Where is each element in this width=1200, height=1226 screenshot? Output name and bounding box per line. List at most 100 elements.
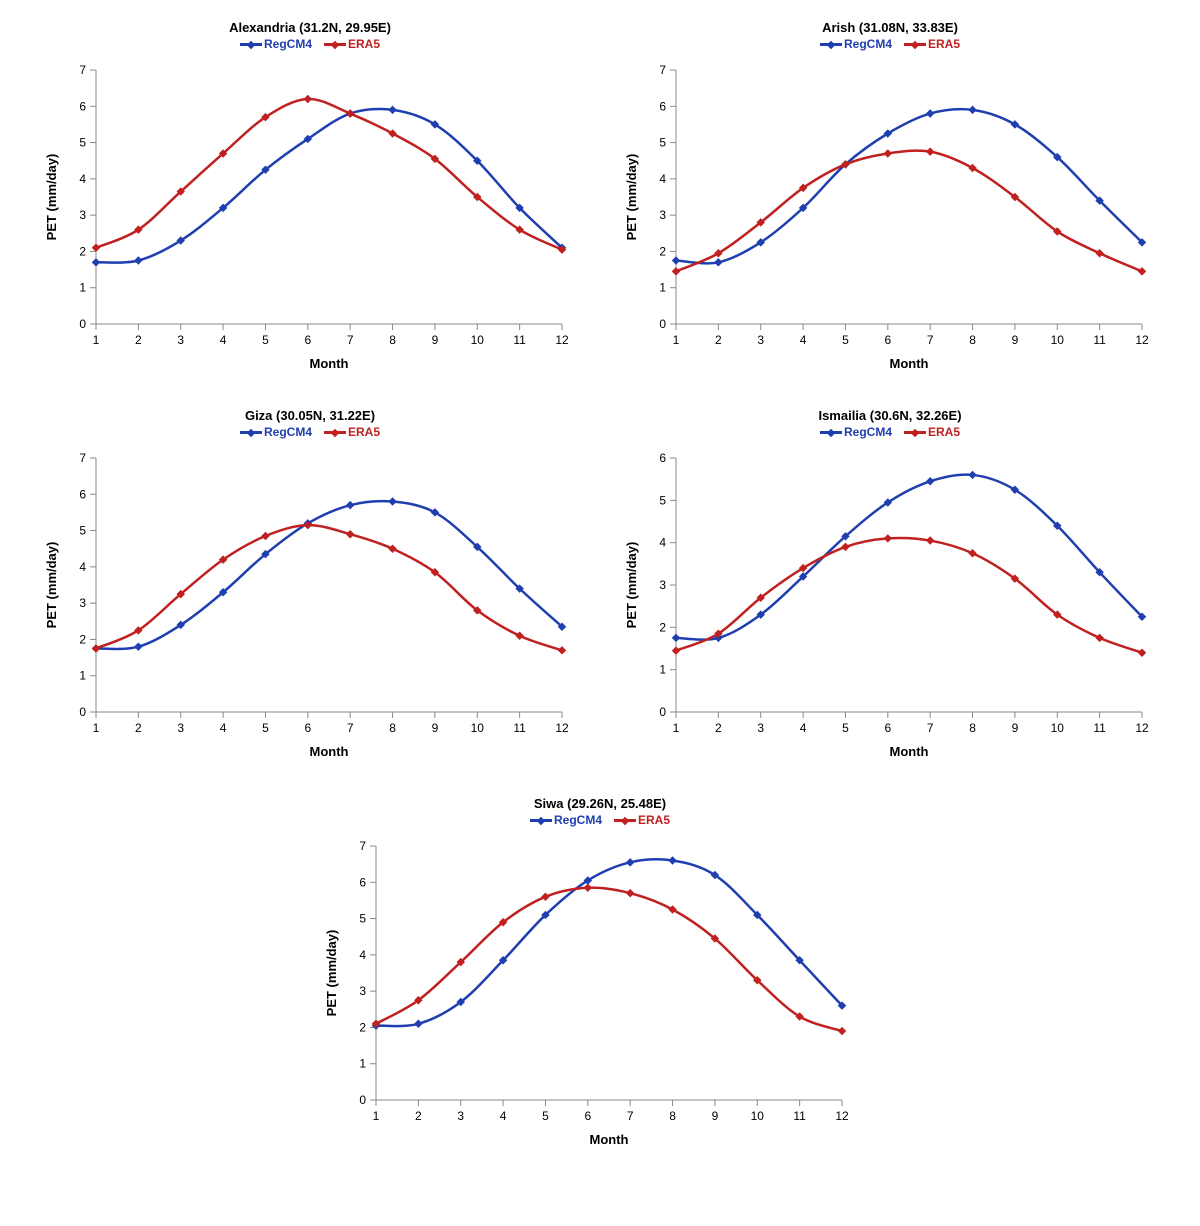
- legend-marker-icon: [324, 427, 346, 437]
- svg-text:6: 6: [79, 487, 86, 501]
- chart-title: Arish (31.08N, 33.83E): [620, 20, 1160, 35]
- legend-item-era5: ERA5: [324, 425, 380, 439]
- legend-item-era5: ERA5: [904, 425, 960, 439]
- svg-text:1: 1: [93, 333, 100, 347]
- svg-text:6: 6: [584, 1109, 591, 1123]
- svg-text:8: 8: [669, 1109, 676, 1123]
- chart-svg: 01234567123456789101112MonthPET (mm/day): [320, 834, 860, 1154]
- svg-text:1: 1: [673, 333, 680, 347]
- series-marker-era5: [584, 883, 592, 891]
- svg-text:5: 5: [842, 721, 849, 735]
- svg-text:6: 6: [659, 451, 666, 465]
- svg-text:6: 6: [884, 333, 891, 347]
- series-line-regcm4: [676, 475, 1142, 640]
- series-line-era5: [96, 525, 562, 650]
- svg-text:9: 9: [712, 1109, 719, 1123]
- svg-text:11: 11: [1093, 721, 1106, 735]
- series-marker-regcm4: [92, 258, 100, 266]
- series-line-regcm4: [376, 859, 842, 1026]
- series-marker-era5: [841, 543, 849, 551]
- legend-item-era5: ERA5: [904, 37, 960, 51]
- series-marker-regcm4: [926, 477, 934, 485]
- svg-text:1: 1: [79, 281, 86, 295]
- svg-text:Month: Month: [890, 356, 929, 371]
- series-marker-regcm4: [388, 106, 396, 114]
- series-marker-regcm4: [626, 858, 634, 866]
- legend-label: RegCM4: [844, 425, 892, 439]
- legend-label: ERA5: [348, 37, 380, 51]
- svg-text:7: 7: [927, 721, 934, 735]
- series-marker-era5: [304, 95, 312, 103]
- series-marker-era5: [672, 646, 680, 654]
- svg-text:3: 3: [757, 721, 764, 735]
- chart-svg: 01234567123456789101112MonthPET (mm/day): [40, 446, 580, 766]
- legend-label: ERA5: [348, 425, 380, 439]
- svg-text:3: 3: [359, 984, 366, 998]
- legend-marker-icon: [904, 427, 926, 437]
- svg-text:10: 10: [471, 721, 485, 735]
- svg-text:12: 12: [1135, 333, 1149, 347]
- series-line-regcm4: [96, 501, 562, 649]
- svg-text:10: 10: [1051, 721, 1065, 735]
- svg-text:10: 10: [751, 1109, 765, 1123]
- chart-svg: 0123456123456789101112MonthPET (mm/day): [620, 446, 1160, 766]
- series-marker-era5: [672, 267, 680, 275]
- svg-text:2: 2: [715, 333, 722, 347]
- series-marker-era5: [1138, 648, 1146, 656]
- chart-legend: RegCM4 ERA5: [40, 425, 580, 440]
- series-line-era5: [96, 99, 562, 250]
- legend-item-regcm4: RegCM4: [820, 37, 892, 51]
- svg-text:6: 6: [659, 99, 666, 113]
- svg-text:7: 7: [79, 451, 86, 465]
- chart-svg: 01234567123456789101112MonthPET (mm/day): [620, 58, 1160, 378]
- series-marker-era5: [346, 530, 354, 538]
- svg-text:8: 8: [969, 333, 976, 347]
- svg-text:5: 5: [659, 136, 666, 150]
- chart-arish: Arish (31.08N, 33.83E) RegCM4 ERA5 01234…: [620, 20, 1160, 378]
- svg-text:0: 0: [659, 705, 666, 719]
- svg-text:7: 7: [347, 721, 354, 735]
- series-marker-era5: [1138, 267, 1146, 275]
- series-marker-era5: [926, 536, 934, 544]
- svg-text:11: 11: [793, 1109, 806, 1123]
- svg-text:PET (mm/day): PET (mm/day): [44, 154, 59, 241]
- svg-text:6: 6: [884, 721, 891, 735]
- legend-item-regcm4: RegCM4: [530, 813, 602, 827]
- svg-text:4: 4: [220, 333, 227, 347]
- svg-text:4: 4: [659, 536, 666, 550]
- chart-title: Alexandria (31.2N, 29.95E): [40, 20, 580, 35]
- chart-legend: RegCM4 ERA5: [620, 425, 1160, 440]
- svg-text:1: 1: [93, 721, 100, 735]
- svg-text:5: 5: [262, 721, 269, 735]
- svg-text:Month: Month: [590, 1132, 629, 1147]
- chart-title: Siwa (29.26N, 25.48E): [320, 796, 880, 811]
- svg-text:PET (mm/day): PET (mm/day): [44, 542, 59, 629]
- series-marker-regcm4: [968, 471, 976, 479]
- legend-item-era5: ERA5: [614, 813, 670, 827]
- svg-text:3: 3: [177, 721, 184, 735]
- series-marker-era5: [92, 644, 100, 652]
- svg-text:2: 2: [135, 721, 142, 735]
- svg-text:0: 0: [79, 705, 86, 719]
- svg-text:0: 0: [79, 317, 86, 331]
- series-marker-era5: [884, 149, 892, 157]
- svg-text:6: 6: [359, 875, 366, 889]
- svg-text:2: 2: [135, 333, 142, 347]
- svg-text:10: 10: [1051, 333, 1065, 347]
- chart-legend: RegCM4 ERA5: [620, 37, 1160, 52]
- svg-text:2: 2: [659, 620, 666, 634]
- svg-text:2: 2: [79, 244, 86, 258]
- chart-legend: RegCM4 ERA5: [40, 37, 580, 52]
- chart-ismailia: Ismailia (30.6N, 32.26E) RegCM4 ERA5 012…: [620, 408, 1160, 766]
- svg-text:4: 4: [800, 333, 807, 347]
- series-marker-regcm4: [134, 256, 142, 264]
- legend-label: ERA5: [638, 813, 670, 827]
- svg-text:3: 3: [757, 333, 764, 347]
- svg-text:9: 9: [432, 721, 439, 735]
- svg-text:12: 12: [835, 1109, 849, 1123]
- svg-text:1: 1: [673, 721, 680, 735]
- legend-marker-icon: [904, 39, 926, 49]
- series-marker-era5: [626, 889, 634, 897]
- svg-text:5: 5: [79, 136, 86, 150]
- svg-text:5: 5: [359, 912, 366, 926]
